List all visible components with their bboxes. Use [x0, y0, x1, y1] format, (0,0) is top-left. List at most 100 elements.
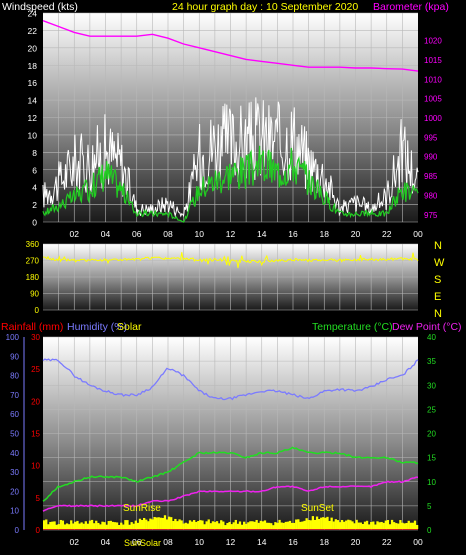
- temperature-y-tick: 20: [427, 430, 436, 439]
- wind-x-tick: 04: [101, 229, 111, 239]
- wind-y-tick: 10: [28, 130, 38, 140]
- solar-bar: [168, 516, 171, 529]
- solar-bar: [234, 519, 237, 529]
- solar-bar: [395, 523, 398, 529]
- solar-bar: [184, 522, 187, 529]
- solar-bar: [409, 522, 412, 529]
- thermo-x-tick: 14: [257, 537, 267, 547]
- solar-bar: [61, 520, 65, 529]
- solar-bar: [361, 523, 365, 529]
- wind-x-tick: 00: [413, 229, 423, 239]
- solar-bar: [126, 520, 129, 529]
- thermo-x-tick: 00: [413, 537, 423, 547]
- barometer-y-tick: 1005: [424, 95, 442, 104]
- barometer-axis-title: Barometer (kpa): [373, 1, 449, 13]
- solar-bar: [372, 521, 375, 529]
- wind-y-tick: 4: [32, 183, 37, 193]
- solar-bar: [240, 524, 244, 529]
- wind-x-tick: 16: [288, 229, 298, 239]
- rainfall-axis-title: Rainfall (mm): [1, 321, 63, 333]
- solar-bar: [107, 521, 110, 529]
- barometer-y-tick: 995: [424, 133, 438, 142]
- solar-bar: [203, 524, 206, 529]
- solar-bar: [165, 519, 169, 529]
- solar-bar: [365, 520, 369, 529]
- humidity-y-tick: 50: [10, 430, 19, 439]
- solar-bar: [359, 522, 362, 529]
- solar-bar: [282, 522, 285, 529]
- wind-average-series-line: [42, 145, 419, 223]
- solar-bar: [313, 519, 317, 529]
- solar-bar: [197, 520, 200, 529]
- windspeed-axis-title: Windspeed (kts): [2, 1, 78, 13]
- solar-bar: [270, 523, 273, 529]
- rainfall-y-tick: 0: [36, 526, 41, 535]
- solar-bar: [340, 520, 344, 529]
- temperature-y-tick: 40: [427, 333, 436, 342]
- solar-axis-title: Solar: [117, 321, 142, 333]
- solar-bar: [149, 518, 152, 529]
- solar-bar: [353, 523, 356, 529]
- solar-bar: [228, 521, 231, 529]
- solar-bar: [51, 521, 54, 529]
- compass-label-s: S: [434, 274, 441, 286]
- temperature-y-tick: 15: [427, 454, 436, 463]
- solar-bar: [76, 520, 79, 529]
- temperature-series-line: [42, 446, 419, 502]
- solar-bar: [299, 521, 302, 529]
- solar-bar: [397, 523, 400, 529]
- solar-bar: [155, 517, 158, 529]
- solar-bar: [55, 524, 58, 529]
- temperature-y-tick: 10: [427, 478, 436, 487]
- solar-bar: [265, 522, 269, 529]
- solar-bar: [95, 520, 98, 529]
- wind-x-tick: 02: [70, 229, 80, 239]
- solar-bar: [188, 520, 192, 529]
- solar-bar: [343, 521, 346, 529]
- humidity-y-tick: 70: [10, 391, 19, 400]
- wind-y-tick: 16: [28, 78, 38, 88]
- solar-bar: [322, 517, 325, 529]
- solar-bar: [272, 525, 275, 529]
- barometer-y-tick: 990: [424, 153, 438, 162]
- solar-bar: [215, 521, 219, 529]
- temperature-y-tick: 35: [427, 357, 436, 366]
- solar-bar: [207, 519, 210, 529]
- solar-bar: [305, 518, 308, 529]
- wind-x-tick: 20: [351, 229, 361, 239]
- barometer-y-tick: 1000: [424, 114, 442, 123]
- solar-bar: [176, 521, 179, 529]
- solar-bar: [211, 521, 215, 529]
- solar-bar: [413, 520, 417, 529]
- solar-bar: [193, 520, 196, 529]
- thermo-x-tick: 12: [226, 537, 236, 547]
- solar-bar: [401, 522, 404, 529]
- solar-bar: [186, 523, 190, 529]
- solar-bar: [382, 522, 385, 529]
- direction-y-tick: 90: [30, 290, 39, 299]
- solar-bar: [93, 523, 96, 529]
- compass-label-w: W: [434, 257, 445, 269]
- solar-bar: [388, 524, 392, 529]
- solar-bar: [236, 523, 240, 529]
- solar-bar: [301, 521, 304, 529]
- solar-bar: [245, 523, 248, 529]
- solar-bar: [407, 520, 410, 529]
- wind-x-tick: 10: [195, 229, 205, 239]
- barometer-series-line: [42, 20, 419, 72]
- solar-bar: [180, 520, 183, 529]
- solar-bar: [320, 517, 323, 529]
- solar-bar: [363, 521, 367, 529]
- solar-bar: [315, 516, 319, 529]
- thermo-x-tick: 08: [163, 537, 173, 547]
- solar-bar: [201, 520, 204, 529]
- solar-bar: [205, 521, 208, 529]
- solar-bar: [65, 523, 69, 529]
- temperature-axis-title: Temperature (°C): [312, 321, 393, 333]
- solar-bar: [78, 523, 81, 529]
- solar-bar: [403, 523, 406, 529]
- solar-bar: [49, 521, 52, 529]
- solar-bar: [378, 522, 381, 529]
- humidity-y-tick: 20: [10, 487, 19, 496]
